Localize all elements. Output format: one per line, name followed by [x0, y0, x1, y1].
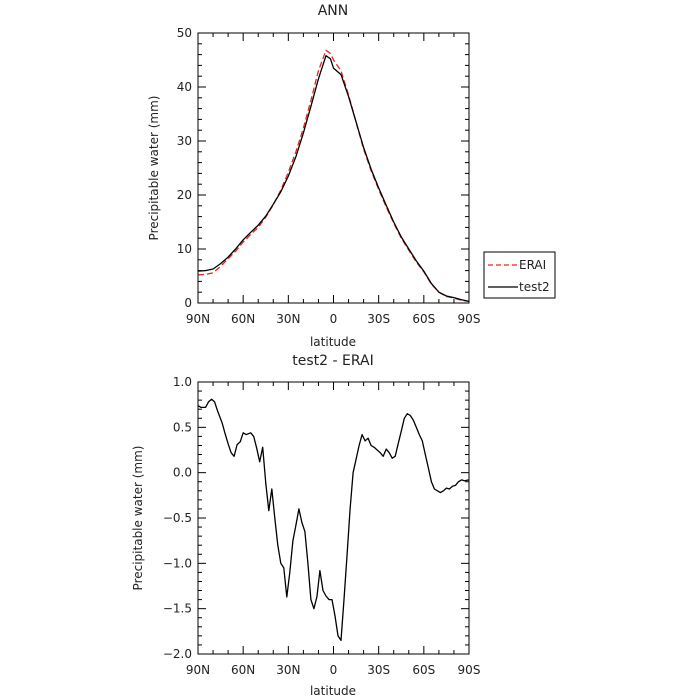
plot-frame [197, 381, 470, 655]
series-line-difference [197, 398, 470, 642]
x-tick-label: 60N [231, 312, 255, 326]
x-axis-label: latitude [310, 684, 356, 698]
x-tick-label: 30S [367, 312, 390, 326]
y-tick-label: 20 [177, 188, 192, 202]
y-tick-label: −0.5 [163, 511, 192, 525]
x-tick-label: 60S [412, 312, 435, 326]
panel-annual-mean: ANN latitude Precipitable water (mm) 90N… [147, 3, 480, 349]
y-axis-label: Precipitable water (mm) [147, 96, 161, 241]
y-tick-label: 40 [177, 80, 192, 94]
y-tick-label: 1.0 [173, 375, 192, 389]
x-tick-label: 90S [458, 663, 481, 677]
y-tick-label: 10 [177, 242, 192, 256]
y-tick-label: 0.0 [173, 466, 192, 480]
y-tick-label: 0 [184, 296, 192, 310]
x-tick-label: 60S [412, 663, 435, 677]
legend-entry-test2: test2 [519, 280, 550, 294]
y-tick-label: −1.5 [163, 602, 192, 616]
chart-title: test2 - ERAI [292, 353, 373, 369]
plot-frame [197, 32, 470, 304]
x-tick-label: 30N [276, 663, 300, 677]
y-tick-label: −1.0 [163, 556, 192, 570]
y-axis-label: Precipitable water (mm) [131, 446, 145, 591]
panel-difference: test2 - ERAI latitude Precipitable water… [131, 353, 480, 698]
x-tick-label: 0 [330, 663, 338, 677]
x-tick-label: 0 [330, 312, 338, 326]
x-tick-label: 90N [186, 663, 210, 677]
chart-title: ANN [318, 3, 349, 19]
series-line-erai [197, 49, 470, 303]
y-tick-label: 50 [177, 26, 192, 40]
series-line-test2 [197, 55, 470, 303]
y-tick-label: 0.5 [173, 420, 192, 434]
x-tick-label: 30S [367, 663, 390, 677]
y-tick-label: 30 [177, 134, 192, 148]
legend: ERAI test2 [483, 251, 556, 299]
x-tick-label: 30N [276, 312, 300, 326]
x-tick-label: 90S [458, 312, 481, 326]
legend-entry-erai: ERAI [519, 258, 546, 272]
x-tick-label: 90N [186, 312, 210, 326]
x-axis-label: latitude [310, 335, 356, 349]
legend-box [483, 251, 556, 299]
y-tick-label: −2.0 [163, 647, 192, 661]
x-tick-label: 60N [231, 663, 255, 677]
